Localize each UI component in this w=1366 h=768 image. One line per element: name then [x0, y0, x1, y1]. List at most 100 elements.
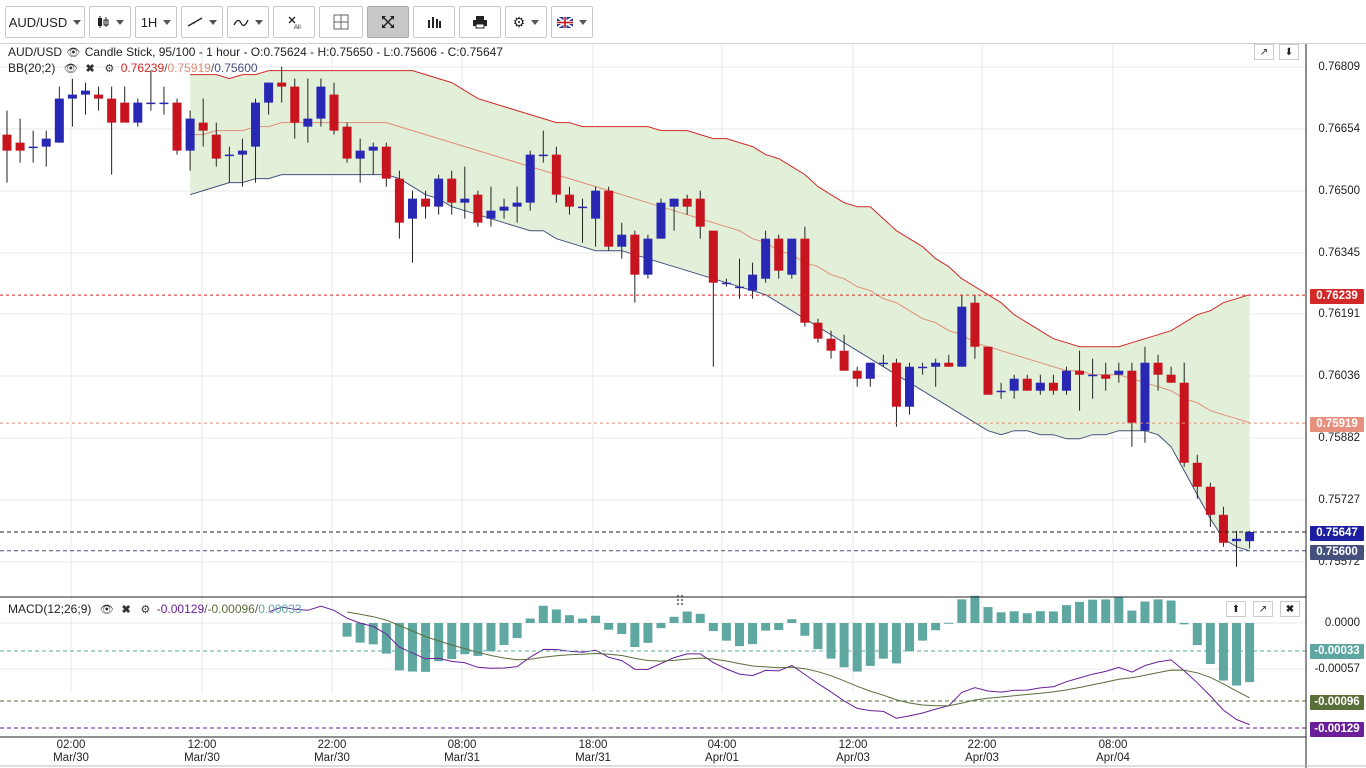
macd-histogram-bar: [708, 623, 718, 632]
candle-bull: [748, 274, 758, 291]
macd-histogram-bar: [1088, 599, 1098, 623]
candle-bull: [669, 198, 679, 207]
bb-upper-price-label: 0.76239: [1310, 289, 1364, 304]
settings-button[interactable]: ⚙: [505, 6, 547, 38]
price-tick: 0.75882: [1318, 432, 1360, 444]
language-button[interactable]: [551, 6, 593, 38]
candle-bear: [564, 194, 574, 207]
close-icon: ✖: [1285, 603, 1295, 615]
close-icon[interactable]: ✖: [121, 604, 131, 616]
candle-bear: [983, 346, 993, 395]
candle-bear: [120, 102, 130, 123]
macd-histogram-bar: [918, 623, 928, 641]
candle-bull: [368, 146, 378, 151]
macd-histogram-bar: [564, 615, 574, 623]
candle-bull: [721, 282, 731, 285]
candle-bear: [15, 142, 25, 151]
time-tick: 08:00 Mar/31: [444, 739, 480, 764]
panel-resize-handle[interactable]: [677, 595, 683, 605]
legend-description: Candle Stick, 95/100 - 1 hour - O:0.7562…: [84, 45, 503, 59]
fullscreen-button[interactable]: [367, 6, 409, 38]
candle-bull: [1245, 531, 1255, 542]
toolbar: AUD/USD 1H All ⚙: [0, 0, 1366, 44]
candle-bull: [434, 178, 444, 207]
macd-histogram-bar: [460, 623, 470, 655]
eye-icon[interactable]: 👁: [99, 604, 114, 616]
close-macd-button[interactable]: ✖: [1280, 601, 1300, 617]
eye-icon[interactable]: 👁: [66, 47, 81, 59]
candle-bull: [1009, 378, 1019, 391]
gear-icon[interactable]: ⚙: [104, 63, 115, 75]
price-tick: 0.76191: [1318, 308, 1360, 320]
bb-legend: BB(20;2) 👁 ✖ ⚙ 0.76239/0.75919/0.75600: [8, 61, 258, 75]
chevron-down-icon: [579, 19, 587, 25]
macd-histogram-bar: [695, 613, 705, 623]
price-tick: 0.76036: [1318, 370, 1360, 382]
macd-histogram-bar: [1009, 611, 1019, 623]
candle-bull: [316, 86, 326, 119]
macd-histogram-bar: [1205, 623, 1215, 664]
macd-histogram-bar: [591, 615, 601, 623]
macd-histogram-bar: [1075, 601, 1085, 623]
gear-icon[interactable]: ⚙: [140, 604, 151, 616]
candle-bull: [878, 362, 888, 365]
candle-bear: [826, 338, 836, 351]
chart-type-button[interactable]: [89, 6, 131, 38]
candle-bull: [617, 234, 627, 247]
candle-bear: [394, 178, 404, 223]
candle-bear: [381, 146, 391, 179]
macd-histogram-bar: [656, 623, 666, 629]
symbol-select[interactable]: AUD/USD: [5, 6, 85, 38]
macd-name: MACD(12;26;9): [8, 602, 92, 616]
chevron-down-icon: [116, 19, 124, 25]
bb-name: BB(20;2): [8, 61, 56, 75]
price-tick: 0.75727: [1318, 494, 1360, 506]
macd-histogram-bar: [1140, 601, 1150, 623]
candle-bear: [944, 362, 954, 367]
delete-all-icon: All: [288, 16, 301, 30]
candle-bear: [1022, 378, 1032, 391]
macd-histogram-bar: [761, 623, 771, 631]
indicators-button[interactable]: [227, 6, 269, 38]
candlestick-icon: [98, 16, 109, 28]
timeframe-select[interactable]: 1H: [135, 6, 177, 38]
candle-bull: [905, 366, 915, 407]
macd-histogram-bar: [878, 623, 888, 659]
candle-bear: [1205, 486, 1215, 515]
macd-signal-label: -0.00096: [1310, 695, 1364, 710]
macd-histogram-bar: [499, 623, 509, 645]
crosshair-button[interactable]: [319, 6, 363, 38]
print-button[interactable]: [459, 6, 501, 38]
close-icon[interactable]: ✖: [85, 63, 95, 75]
scroll-down-button[interactable]: ⬇: [1279, 44, 1299, 60]
candle-bear: [2, 134, 12, 151]
draw-line-button[interactable]: [181, 6, 223, 38]
candle-bull: [355, 150, 365, 159]
macd-histogram-bar: [1192, 623, 1202, 646]
time-tick: 12:00 Apr/03: [836, 739, 870, 764]
candle-bull: [264, 82, 274, 103]
candle-bull: [656, 202, 666, 239]
candle-bull: [237, 150, 247, 155]
eye-icon[interactable]: 👁: [63, 63, 78, 75]
volume-button[interactable]: [413, 6, 455, 38]
main-legend: AUD/USD 👁 Candle Stick, 95/100 - 1 hour …: [8, 45, 503, 59]
legend-symbol: AUD/USD: [8, 45, 63, 59]
chevron-down-icon: [531, 19, 540, 25]
candle-bear: [1075, 370, 1085, 375]
macd-histogram-bar: [721, 623, 731, 641]
macd-histogram-bar: [774, 623, 784, 631]
expand-arrows-icon: ↗: [1259, 46, 1269, 58]
delete-all-button[interactable]: All: [273, 6, 315, 38]
maximize-button[interactable]: ↗: [1254, 44, 1274, 60]
candle-bear: [551, 154, 561, 195]
price-tick: 0.76809: [1318, 61, 1360, 73]
maximize-macd-button[interactable]: ↗: [1253, 601, 1273, 617]
price-chart[interactable]: [0, 44, 1366, 768]
move-up-button[interactable]: ⬆: [1226, 601, 1246, 617]
candle-bear: [447, 178, 457, 203]
candle-bear: [604, 190, 614, 247]
macd-histogram-bar: [1232, 623, 1242, 686]
price-tick: 0.76654: [1318, 123, 1360, 135]
macd-histogram-bar: [944, 622, 954, 624]
